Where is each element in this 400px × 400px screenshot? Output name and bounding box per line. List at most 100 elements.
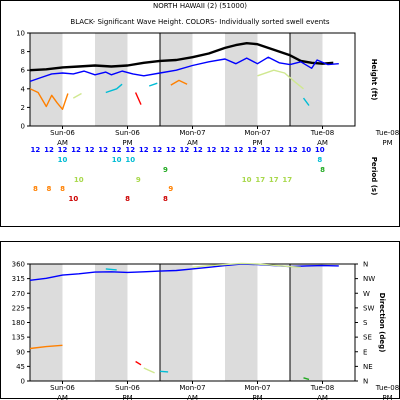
x-tick-label: Tue-08 xyxy=(375,129,399,137)
period-label: 8 xyxy=(320,166,325,174)
x-tick-label: Sun-06 xyxy=(115,129,140,137)
period-label: 12 xyxy=(139,146,149,154)
x-tick-label: PM xyxy=(122,394,132,400)
period-label: 9 xyxy=(163,166,168,174)
shade-band xyxy=(30,264,63,381)
period-label: 12 xyxy=(112,146,122,154)
period-label: 12 xyxy=(180,146,190,154)
period-label: 12 xyxy=(71,146,81,154)
series-line xyxy=(192,262,301,268)
series-line xyxy=(72,92,82,99)
period-label: 10 xyxy=(68,195,78,203)
period-label: 17 xyxy=(282,176,292,184)
period-label: 10 xyxy=(301,146,311,154)
series-line xyxy=(143,367,155,374)
period-label: 12 xyxy=(247,146,257,154)
chart-subtitle: BLACK- Significant Wave Height. COLORS- … xyxy=(70,18,329,26)
shade-band xyxy=(225,264,258,381)
x-tick-label: PM xyxy=(252,139,262,147)
y-tick-label: 45 xyxy=(16,363,25,371)
y-tick-right-label: W xyxy=(363,290,370,298)
shade-band xyxy=(160,264,193,381)
period-label: 12 xyxy=(152,146,162,154)
y-tick-label: 2 xyxy=(21,104,25,112)
period-label: 12 xyxy=(220,146,230,154)
y-tick-label: 225 xyxy=(12,304,25,312)
period-label: 8 xyxy=(317,156,322,164)
page-title: NORTH HAWAII (2) (51000) xyxy=(152,2,248,10)
period-label: 12 xyxy=(207,146,217,154)
x-tick-label: PM xyxy=(252,394,262,400)
y-tick-right-label: NW xyxy=(363,275,375,283)
x-tick-label: Mon-07 xyxy=(244,384,270,392)
y-tick-label: 315 xyxy=(12,275,25,283)
period-label: 10 xyxy=(74,176,84,184)
x-tick-label: AM xyxy=(57,139,68,147)
x-tick-label: Mon-07 xyxy=(179,129,205,137)
shade-band xyxy=(290,264,323,381)
period-label: 8 xyxy=(60,185,65,193)
y-tick-label: 6 xyxy=(21,67,26,75)
period-label: 12 xyxy=(261,146,271,154)
period-label: 9 xyxy=(168,185,173,193)
period-label: 10 xyxy=(112,156,122,164)
period-label: 8 xyxy=(163,195,168,203)
x-tick-label: AM xyxy=(57,394,68,400)
y-axis-label: Height (ft) xyxy=(370,59,378,101)
y-tick-right-label: SW xyxy=(363,304,374,312)
x-tick-label: Sun-06 xyxy=(115,384,140,392)
x-tick-label: Tue-08 xyxy=(310,384,334,392)
x-tick-label: Sun-06 xyxy=(50,384,75,392)
series-line xyxy=(105,83,123,94)
period-label: 12 xyxy=(166,146,176,154)
period-label: 10 xyxy=(315,146,325,154)
series-line xyxy=(170,79,188,86)
shade-band xyxy=(160,33,193,126)
y-tick-label: 90 xyxy=(16,348,25,356)
period-axis-label: Period (s) xyxy=(370,157,378,196)
period-label: 12 xyxy=(234,146,244,154)
y-tick-label: 0 xyxy=(21,378,25,386)
period-label: 12 xyxy=(274,146,284,154)
period-label: 12 xyxy=(44,146,54,154)
shade-band xyxy=(95,33,128,126)
x-tick-label: PM xyxy=(122,139,132,147)
x-tick-label: AM xyxy=(317,139,328,147)
y-tick-right-label: E xyxy=(363,348,367,356)
x-tick-label: PM xyxy=(382,139,392,147)
period-label: 12 xyxy=(58,146,68,154)
y-tick-right-label: NE xyxy=(363,363,373,371)
series-line xyxy=(148,82,158,87)
y-tick-right-label: S xyxy=(363,319,368,327)
y-tick-label: 360 xyxy=(12,261,25,269)
period-label: 8 xyxy=(33,185,38,193)
series-line xyxy=(29,88,69,111)
y-tick-label: 8 xyxy=(21,48,25,56)
period-label: 12 xyxy=(288,146,298,154)
period-label: 10 xyxy=(58,156,68,164)
period-label: 8 xyxy=(125,195,130,203)
shade-band xyxy=(95,264,128,381)
x-tick-label: Tue-08 xyxy=(310,129,334,137)
period-label: 12 xyxy=(31,146,41,154)
series-line xyxy=(105,268,117,271)
period-label: 8 xyxy=(47,185,52,193)
y-axis-label: Direction (deg) xyxy=(378,293,386,353)
period-label: 17 xyxy=(269,176,279,184)
x-tick-label: Sun-06 xyxy=(50,129,75,137)
x-tick-label: PM xyxy=(382,394,392,400)
y-tick-right-label: SE xyxy=(363,334,372,342)
y-tick-right-label: N xyxy=(363,261,368,269)
x-tick-label: Mon-07 xyxy=(179,384,205,392)
y-tick-label: 270 xyxy=(12,290,25,298)
y-tick-label: 180 xyxy=(12,319,25,327)
series-line xyxy=(29,344,63,350)
y-tick-label: 4 xyxy=(21,85,26,93)
x-tick-label: AM xyxy=(187,139,198,147)
period-label: 10 xyxy=(242,176,252,184)
y-tick-label: 0 xyxy=(21,123,25,131)
period-label: 9 xyxy=(136,176,141,184)
period-label: 12 xyxy=(125,146,135,154)
period-label: 12 xyxy=(193,146,203,154)
series-line xyxy=(302,97,310,106)
